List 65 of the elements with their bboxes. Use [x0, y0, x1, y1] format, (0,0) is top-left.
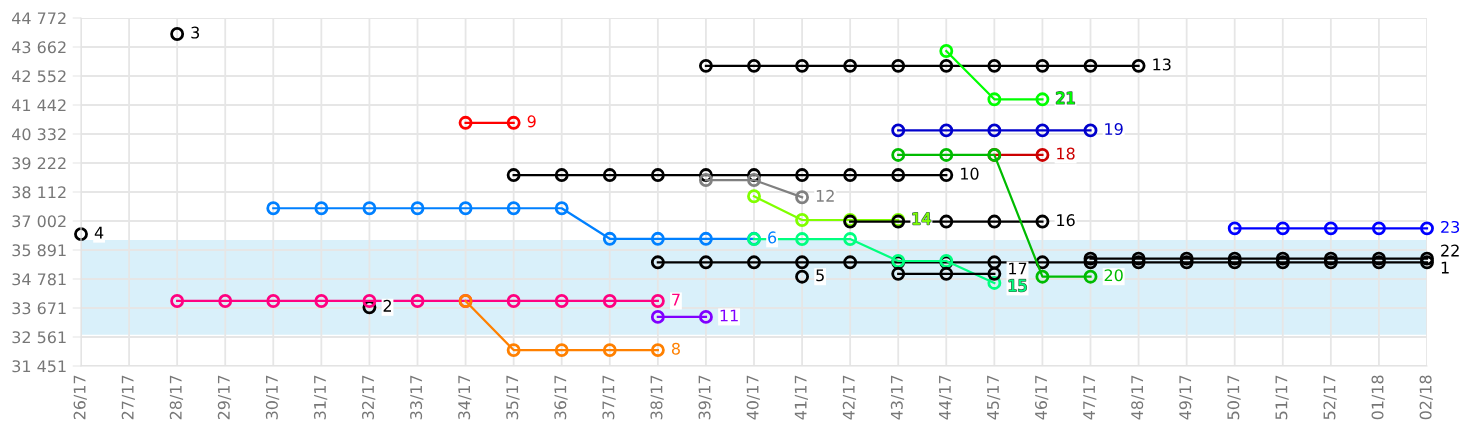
- x-tick-label: 44/17: [939, 375, 953, 420]
- y-tick-label: 39 222: [12, 157, 66, 170]
- x-tick-label: 37/17: [602, 375, 616, 420]
- series-label: 14: [912, 212, 931, 225]
- x-tick-label: 28/17: [169, 375, 184, 420]
- series-label: 8: [671, 342, 680, 355]
- x-tick-label: 34/17: [458, 375, 472, 420]
- x-tick-label: 33/17: [410, 375, 424, 420]
- y-tick-label: 43 662: [12, 41, 66, 54]
- series-label: 5: [816, 269, 824, 282]
- x-tick-label: 31/17: [313, 375, 328, 420]
- x-tick-label: 02/18: [1419, 375, 1433, 420]
- series-label: 17: [1009, 262, 1027, 275]
- y-tick-label: 41 442: [12, 99, 66, 112]
- series-label: 2: [383, 299, 391, 312]
- series-label: 7: [672, 293, 680, 306]
- x-tick-label: 30/17: [265, 375, 280, 420]
- x-tick-label: 41/17: [794, 375, 808, 420]
- y-tick-label: 31 451: [12, 360, 66, 373]
- series-label: 15: [1009, 279, 1027, 292]
- x-tick-label: 38/17: [650, 375, 664, 420]
- x-tick-label: 35/17: [506, 375, 520, 420]
- series-label: 6: [768, 231, 777, 244]
- x-tick-label: 51/17: [1275, 375, 1289, 420]
- x-tick-label: 48/17: [1131, 375, 1145, 420]
- y-tick-label: 38 112: [12, 186, 66, 199]
- x-tick-label: 42/17: [842, 375, 857, 420]
- x-tick-label: 45/17: [987, 375, 1001, 420]
- x-tick-label: 47/17: [1083, 375, 1097, 420]
- series-label: 16: [1057, 214, 1075, 227]
- series-label: 4: [94, 226, 104, 239]
- x-tick-label: 52/17: [1323, 375, 1337, 420]
- x-tick-label: 40/17: [746, 375, 760, 420]
- series-label: 3: [191, 26, 200, 39]
- series-label: 22: [1441, 244, 1459, 257]
- y-tick-label: 40 332: [12, 128, 66, 141]
- y-tick-label: 35 891: [12, 244, 66, 257]
- y-tick-label: 44 772: [12, 12, 66, 25]
- series-label: 18: [1057, 147, 1075, 160]
- x-tick-label: 46/17: [1034, 375, 1049, 420]
- x-tick-label: 50/17: [1227, 375, 1241, 420]
- x-tick-label: 01/18: [1371, 375, 1385, 420]
- x-tick-label: 39/17: [698, 375, 712, 420]
- x-tick-label: 26/17: [73, 375, 87, 420]
- y-tick-label: 34 781: [12, 273, 66, 286]
- y-tick-label: 33 671: [12, 302, 66, 315]
- series-label: 19: [1105, 122, 1123, 136]
- series-label: 10: [961, 167, 979, 180]
- series-label: 12: [816, 189, 834, 202]
- x-tick-label: 32/17: [361, 375, 376, 420]
- series-label: 1: [1441, 261, 1449, 274]
- x-tick-label: 43/17: [890, 375, 905, 420]
- series-label: 13: [1153, 58, 1171, 71]
- x-tick-label: 49/17: [1179, 375, 1193, 420]
- series-label: 23: [1441, 220, 1460, 233]
- x-tick-label: 29/17: [217, 375, 232, 420]
- x-tick-label: 36/17: [554, 375, 568, 420]
- y-tick-label: 37 002: [12, 215, 66, 228]
- x-tick-label: 27/17: [121, 375, 135, 420]
- series-label: 21: [1056, 91, 1075, 104]
- y-tick-label: 42 552: [12, 70, 66, 83]
- series-label: 9: [527, 115, 536, 128]
- series-label: 11: [720, 309, 738, 322]
- y-tick-label: 32 561: [12, 331, 66, 344]
- series-label: 20: [1104, 269, 1123, 282]
